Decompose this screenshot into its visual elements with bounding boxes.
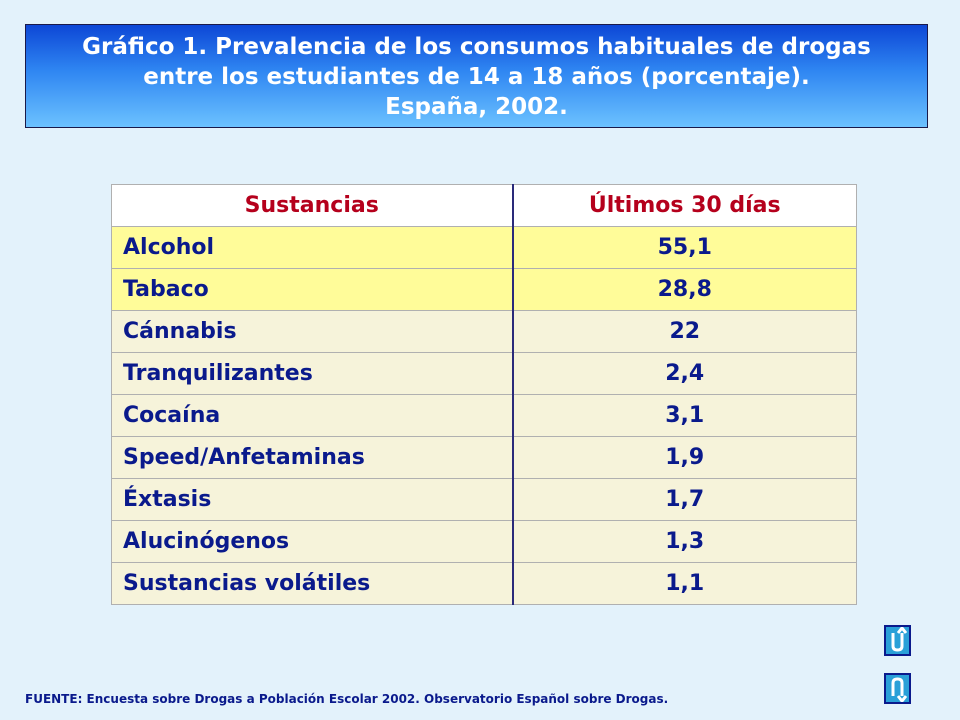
column-header-substances: Sustancias [111,184,514,227]
substance-label: Tranquilizantes [111,352,514,395]
substance-label: Éxtasis [111,478,514,521]
table-row: Cocaína 3,1 [111,394,857,437]
title-line-1: Gráfico 1. Prevalencia de los consumos h… [82,34,871,60]
table-row: Tranquilizantes 2,4 [111,352,857,395]
prevalence-value: 3,1 [512,394,857,437]
chart-title: Gráfico 1. Prevalencia de los consumos h… [25,24,928,128]
prevalence-value: 55,1 [512,226,857,269]
column-header-last-30-days: Últimos 30 días [512,184,857,227]
title-line-2: entre los estudiantes de 14 a 18 años (p… [143,64,810,90]
prevalence-value: 2,4 [512,352,857,395]
title-line-3: España, 2002. [385,94,568,120]
table-row: Tabaco 28,8 [111,268,857,311]
return-up-icon[interactable] [884,625,911,656]
table-row: Alucinógenos 1,3 [111,520,857,563]
substance-label: Cocaína [111,394,514,437]
prevalence-value: 22 [512,310,857,353]
table-row: Éxtasis 1,7 [111,478,857,521]
substance-label: Tabaco [111,268,514,311]
table-row: Alcohol 55,1 [111,226,857,269]
substance-label: Cánnabis [111,310,514,353]
prevalence-table: Sustancias Últimos 30 días Alcohol 55,1 Ta… [111,184,857,605]
substance-label: Speed/Anfetaminas [111,436,514,479]
table-row: Sustancias volátiles 1,1 [111,562,857,605]
prevalence-value: 1,9 [512,436,857,479]
substance-label: Alcohol [111,226,514,269]
prevalence-value: 1,1 [512,562,857,605]
table-row: Speed/Anfetaminas 1,9 [111,436,857,479]
table-header-row: Sustancias Últimos 30 días [111,184,857,227]
substance-label: Sustancias volátiles [111,562,514,605]
prevalence-value: 1,7 [512,478,857,521]
prevalence-value: 28,8 [512,268,857,311]
table-body: Alcohol 55,1 Tabaco 28,8 Cánnabis 22 Tranquili… [111,226,857,605]
prevalence-value: 1,3 [512,520,857,563]
source-note: FUENTE: Encuesta sobre Drogas a Població… [25,692,669,706]
substance-label: Alucinógenos [111,520,514,563]
table-row: Cánnabis 22 [111,310,857,353]
return-down-icon[interactable] [884,673,911,704]
